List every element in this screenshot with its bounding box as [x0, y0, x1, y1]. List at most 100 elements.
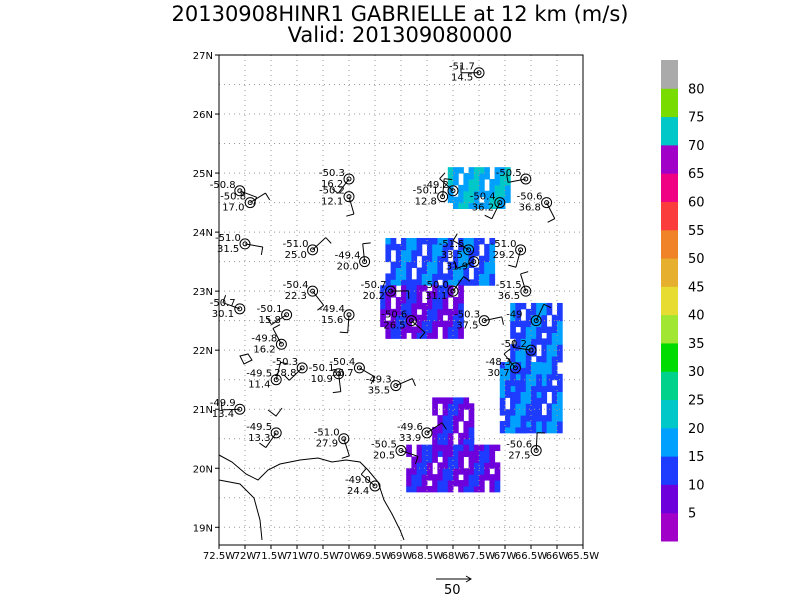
colorbar-swatch [661, 314, 678, 344]
wind-cell [531, 350, 537, 357]
wind-cell [515, 426, 522, 434]
wind-cell [463, 273, 470, 280]
wind-cell [395, 332, 402, 339]
wind-barb [288, 367, 303, 381]
wind-cell [458, 462, 464, 469]
station-circle [533, 318, 539, 324]
wind-cell [416, 450, 423, 457]
station-temp-label: -50.8 [210, 180, 236, 191]
wind-cell [468, 421, 475, 428]
station: -49 [506, 303, 552, 327]
coastline [218, 353, 405, 541]
wind-cell [463, 267, 470, 274]
station-temp-label: -51.0 [491, 239, 517, 250]
wind-cell [432, 485, 438, 493]
wind-cell [520, 302, 527, 310]
wind-cell [437, 261, 444, 269]
wind-cell [468, 255, 475, 263]
wind-barb [491, 202, 501, 219]
wind-cell [463, 238, 470, 245]
wind-barb [362, 242, 371, 245]
wind-cell [458, 291, 464, 298]
wind-cell [411, 285, 418, 292]
colorbar-swatch [661, 342, 678, 372]
wind-barb [520, 273, 527, 292]
wind-cell [432, 332, 438, 339]
wind-cell [536, 320, 542, 328]
wind-cell [380, 285, 386, 292]
wind-cell [489, 279, 496, 286]
wind-barb [515, 249, 522, 268]
wind-cell [520, 403, 527, 410]
wind-cell [442, 421, 449, 428]
wind-barb [456, 261, 474, 269]
wind-cell [463, 474, 470, 481]
wind-cell [551, 409, 558, 416]
colorbar-label: 60 [688, 195, 705, 210]
wind-cell [489, 202, 496, 209]
wind-cell [401, 291, 407, 298]
wind-cell [395, 243, 402, 251]
wind-cell [395, 279, 402, 286]
station: -49.024.4 [345, 467, 381, 497]
wind-cell [557, 426, 563, 434]
wind-cell [411, 238, 418, 245]
wind-cell [479, 456, 485, 463]
wind-cell [473, 273, 480, 280]
wind-cell [385, 302, 392, 310]
station: -50.328.8 [272, 357, 308, 381]
wind-cell [406, 267, 412, 274]
wind-cell [401, 320, 407, 328]
station-temp-label: -51.5 [439, 239, 465, 250]
wind-cell [510, 379, 516, 387]
wind-cell [406, 243, 412, 251]
wind-cell [458, 297, 464, 304]
wind-cell [411, 297, 418, 304]
wind-cell [432, 279, 438, 286]
wind-cell [432, 273, 438, 280]
wind-cell [515, 332, 522, 339]
station-temp-label: -50.1 [413, 186, 439, 197]
wind-cell [411, 291, 418, 298]
wind-cell [463, 190, 470, 198]
wind-cell [520, 338, 527, 345]
wind-cell [494, 196, 501, 204]
colorbar-label: 75 [688, 111, 705, 126]
wind-cell [421, 480, 428, 487]
colorbar-swatch [661, 371, 678, 401]
station: -50.337.5 [454, 310, 504, 332]
wind-cell [395, 297, 402, 304]
wind-cell [447, 432, 454, 440]
wind-cell [473, 184, 480, 192]
wind-barb [244, 243, 263, 248]
wind-cell [531, 409, 537, 416]
station-circle [497, 200, 503, 206]
wind-barb [508, 264, 517, 268]
wind-barb [370, 376, 376, 385]
wind-cell [463, 255, 470, 263]
wind-cell [406, 474, 412, 481]
wind-cell [525, 415, 532, 422]
wind-cell [437, 308, 444, 316]
wind-cell [494, 184, 501, 192]
wind-cell [546, 338, 553, 345]
wind-cell [406, 480, 412, 487]
wind-cell [453, 474, 459, 481]
wind-barb [411, 320, 426, 333]
lon-tick-label: 66.5W [515, 551, 547, 562]
wind-cell [442, 291, 449, 298]
colorbar: 5 10 15 20 25 30 35 40 45 50 55 60 65 70 75 80 [661, 60, 705, 542]
wind-cell [380, 297, 386, 304]
wind-cell [557, 385, 563, 393]
wind-cell [442, 444, 449, 452]
wind-cell [557, 326, 563, 333]
station-temp-label: -49.8 [251, 333, 277, 344]
wind-cell [447, 444, 454, 452]
station: -49.816.2 [251, 324, 287, 355]
wind-cell [510, 356, 516, 363]
wind-cell [484, 450, 490, 457]
wind-cell [416, 480, 423, 487]
wind-cell [437, 302, 444, 310]
station: -50.436.2 [470, 192, 506, 220]
wind-barb [312, 290, 325, 306]
